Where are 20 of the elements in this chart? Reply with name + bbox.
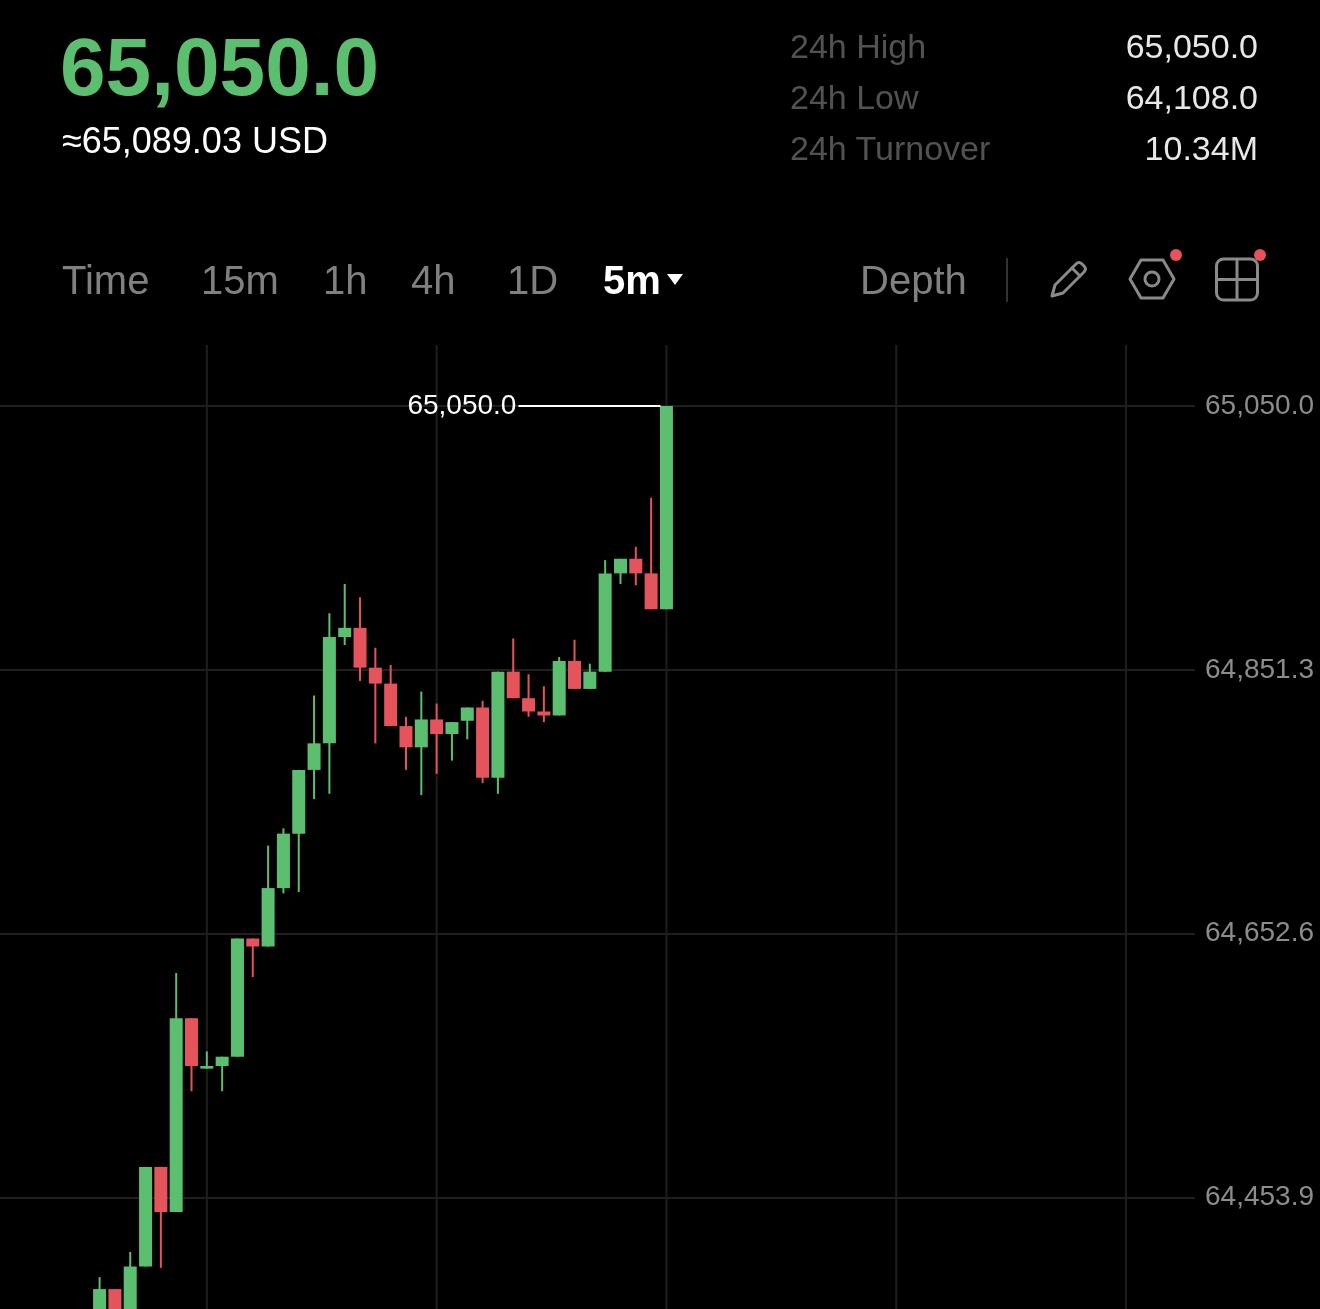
text: 65,050.0 [60,21,380,112]
y-tick-label: 64,652.6 [1205,916,1314,948]
text: 65,050.0 [407,388,517,420]
y-tick-label: 64,453.9 [1205,1180,1314,1212]
text: 24h High [790,27,927,65]
text: 10.34M [1144,129,1258,167]
text: 24h Low [790,78,919,116]
text: 65,050.0 [1125,27,1258,65]
y-tick-label: 65,050.0 [1205,388,1314,420]
text: 1h [323,258,368,302]
text: Depth [860,258,967,302]
text: 15m [201,258,279,302]
text: Time [62,258,150,302]
text: 64,108.0 [1125,78,1258,116]
text: 1D [507,258,559,302]
text: 4h [411,258,456,302]
text: 5m [603,258,661,302]
y-tick-label: 64,851.3 [1205,652,1314,684]
text: 24h Turnover [790,129,991,167]
chart-subtitle: ≈65,089.03 USD [62,120,328,161]
